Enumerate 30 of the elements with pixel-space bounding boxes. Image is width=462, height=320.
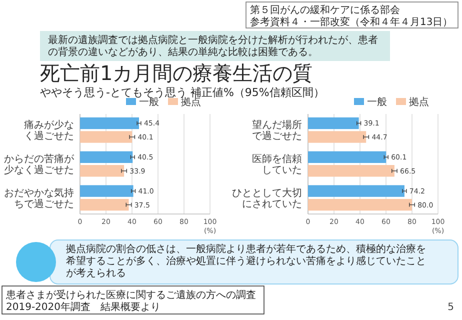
bar <box>80 131 132 143</box>
bar <box>308 151 386 163</box>
y-tick-label: おだやかな気持ちで過ごせた <box>4 186 74 210</box>
bar <box>80 185 134 197</box>
text: 患者さまが受けられた医療に関するご遺族の方への調査 <box>5 289 256 301</box>
y-tick-label: ひととして大切にされていた <box>232 186 302 210</box>
chart-title: 死亡前1カ月間の療養生活の質 <box>40 61 313 85</box>
text: 2019-2020年調査 結果概要より <box>6 301 161 313</box>
y-tick-label: 痛みが少なく過ごせた <box>24 119 74 142</box>
text: 5 <box>448 302 454 313</box>
y-tick-label: 望んだ場所で過ごせた <box>252 119 302 142</box>
text: 拠点病院の割合の低さは、一般病院より患者が若年であるため、積極的な治療を希望することが多く、治療や処置に伴う避けられない苦痛をより感じていたことが考えられる <box>66 243 426 279</box>
bar <box>308 198 412 211</box>
text: 最新の遺族調査では拠点病院と一般病院を分けた解析が行われたが、患者の背景の違いなどがあり、結果の単純な比較は困難である。 <box>48 34 378 58</box>
y-tick-label: からだの苦痛が少なく過ごせた <box>4 153 75 176</box>
text: 参考資料４・一部改変（令和４年４月13日） <box>250 16 453 28</box>
bar <box>80 151 133 163</box>
bar <box>80 198 129 211</box>
bar <box>80 117 140 130</box>
bar <box>308 117 359 130</box>
bar <box>80 165 124 177</box>
text: 第５回がんの緩和ケアに係る部会 <box>250 4 400 16</box>
legend-label: 一般 <box>367 97 387 108</box>
bar <box>308 185 404 197</box>
legend-label: 一般 <box>139 97 159 108</box>
legend-label: 拠点 <box>181 96 201 108</box>
legend-label: 拠点 <box>409 96 429 108</box>
bar <box>308 165 394 177</box>
y-tick-label: 医師を信頼していた <box>252 153 302 176</box>
bar <box>308 131 366 143</box>
